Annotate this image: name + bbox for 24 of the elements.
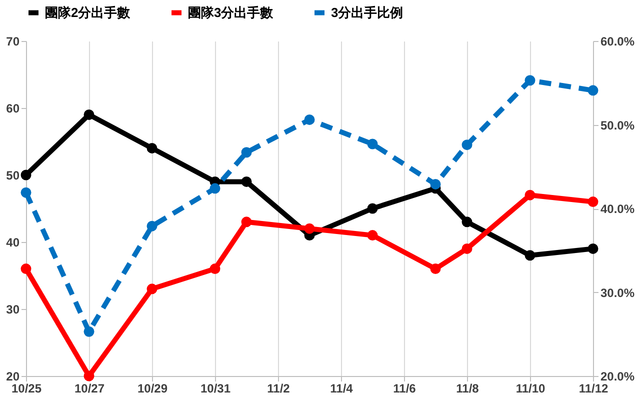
y-tick-label: 40	[6, 236, 20, 250]
x-tick-label: 10/27	[74, 382, 105, 396]
x-tick-label: 11/8	[456, 382, 480, 396]
y2-tick-label: 30.0%	[600, 286, 635, 300]
x-tick-label: 10/31	[200, 382, 231, 396]
x-tick-label: 11/4	[330, 382, 354, 396]
y2-tick-label: 20.0%	[600, 370, 635, 384]
y-tick-label: 50	[6, 168, 20, 182]
y-tick-label: 20	[6, 370, 20, 384]
y-tick-label: 30	[6, 302, 20, 316]
x-tick-label: 10/25	[11, 382, 42, 396]
x-tick-label: 11/6	[393, 382, 416, 396]
legend-label: 3分出手比例	[331, 4, 404, 20]
y2-tick-label: 50.0%	[600, 118, 635, 132]
legend-label: 團隊3分出手數	[188, 4, 274, 20]
x-tick-label: 10/29	[137, 382, 168, 396]
y2-tick-label: 40.0%	[600, 202, 635, 216]
legend-label: 團隊2分出手數	[45, 4, 132, 20]
y-tick-label: 60	[6, 102, 20, 116]
x-tick-label: 11/2	[267, 382, 290, 396]
y-tick-label: 70	[6, 34, 20, 48]
x-tick-label: 11/12	[578, 382, 609, 396]
x-tick-label: 11/10	[516, 382, 546, 396]
y2-tick-label: 60.0%	[600, 34, 635, 48]
